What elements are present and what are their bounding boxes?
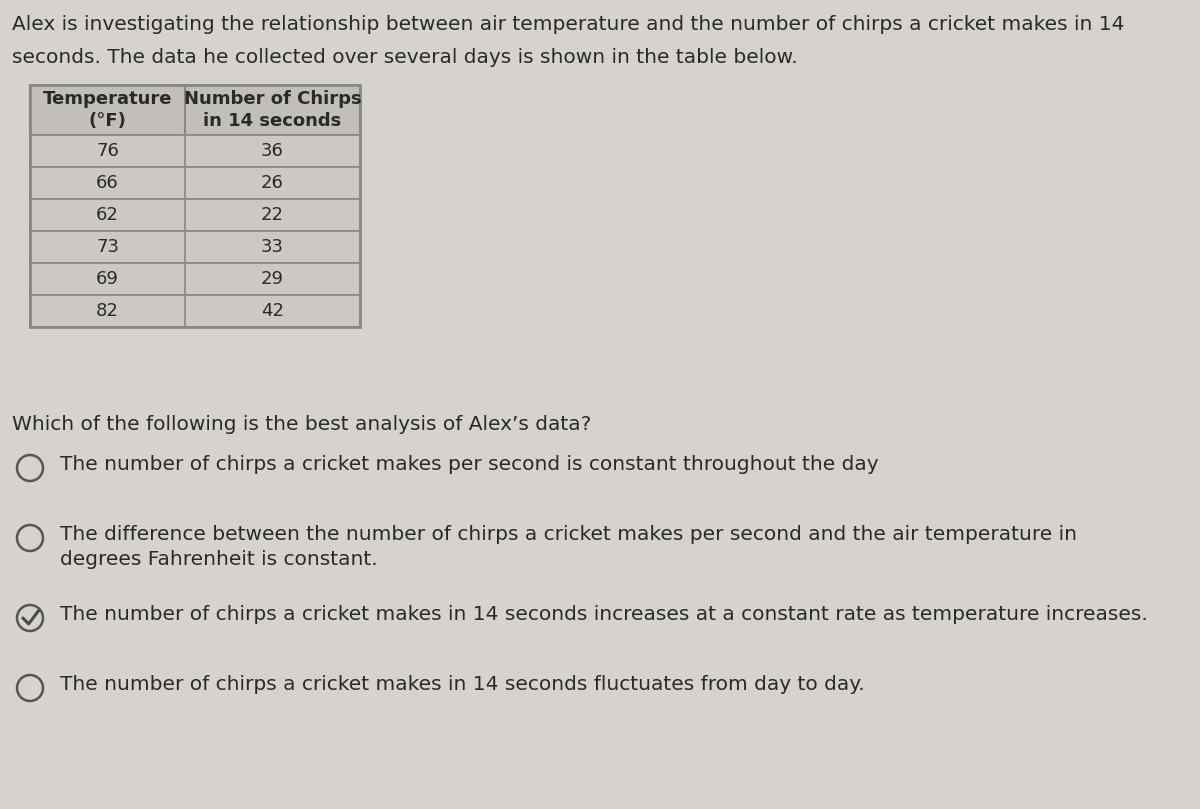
FancyBboxPatch shape	[30, 199, 360, 231]
Text: 69: 69	[96, 270, 119, 288]
FancyBboxPatch shape	[30, 231, 360, 263]
Text: 22: 22	[262, 206, 284, 224]
Text: The difference between the number of chirps a cricket makes per second and the a: The difference between the number of chi…	[60, 525, 1078, 569]
Text: 36: 36	[262, 142, 284, 160]
FancyBboxPatch shape	[30, 85, 360, 135]
Text: seconds. The data he collected over several days is shown in the table below.: seconds. The data he collected over seve…	[12, 48, 798, 67]
Text: Alex is investigating the relationship between air temperature and the number of: Alex is investigating the relationship b…	[12, 15, 1124, 34]
Text: 42: 42	[262, 302, 284, 320]
Text: 26: 26	[262, 174, 284, 192]
Text: 82: 82	[96, 302, 119, 320]
Text: The number of chirps a cricket makes per second is constant throughout the day: The number of chirps a cricket makes per…	[60, 455, 878, 474]
Text: Number of Chirps
in 14 seconds: Number of Chirps in 14 seconds	[184, 90, 361, 130]
FancyBboxPatch shape	[30, 295, 360, 327]
Text: 29: 29	[262, 270, 284, 288]
Text: The number of chirps a cricket makes in 14 seconds increases at a constant rate : The number of chirps a cricket makes in …	[60, 605, 1147, 624]
Text: Temperature
(°F): Temperature (°F)	[43, 90, 173, 130]
Text: 76: 76	[96, 142, 119, 160]
FancyBboxPatch shape	[30, 263, 360, 295]
FancyBboxPatch shape	[30, 167, 360, 199]
FancyBboxPatch shape	[30, 135, 360, 167]
Text: 33: 33	[262, 238, 284, 256]
Text: 62: 62	[96, 206, 119, 224]
Text: The number of chirps a cricket makes in 14 seconds fluctuates from day to day.: The number of chirps a cricket makes in …	[60, 675, 865, 694]
Text: 66: 66	[96, 174, 119, 192]
Text: 73: 73	[96, 238, 119, 256]
Text: Which of the following is the best analysis of Alex’s data?: Which of the following is the best analy…	[12, 415, 592, 434]
